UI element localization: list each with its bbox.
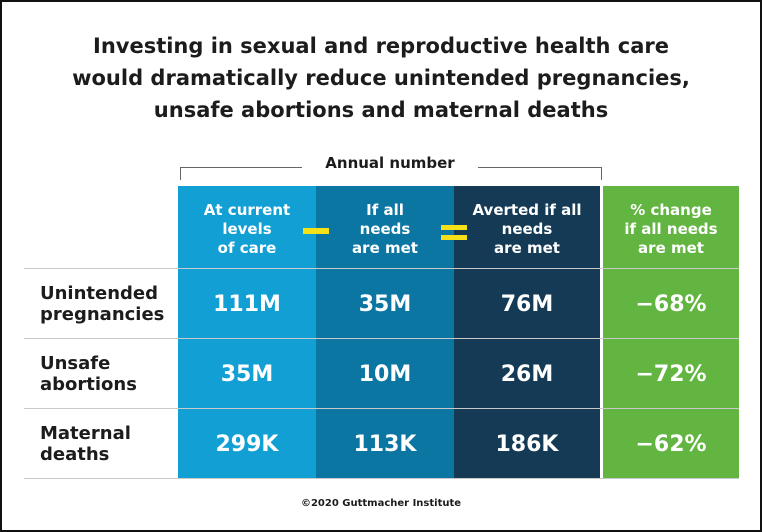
header-line: of care	[217, 238, 277, 257]
data-label: 35M	[220, 362, 274, 387]
header-line: needs	[501, 219, 553, 238]
column-header-all-needs-met: If all needs are met	[316, 196, 454, 262]
row-divider	[24, 408, 739, 409]
column-all-needs-met	[316, 186, 454, 478]
row-label-line: pregnancies	[40, 304, 165, 325]
column-header-averted: Averted if all needs are met	[454, 196, 600, 262]
data-label: 26M	[500, 362, 554, 387]
header-line: are met	[494, 238, 560, 257]
row-label-line: Maternal	[40, 423, 131, 444]
row-label-line: abortions	[40, 374, 137, 395]
row-label-line: deaths	[40, 444, 110, 465]
row-label-unintended-pregnancies: Unintended pregnancies	[40, 283, 180, 325]
row-divider	[24, 338, 739, 339]
header-line: If all	[366, 200, 404, 219]
header-line: are met	[638, 238, 704, 257]
minus-operator-icon	[303, 228, 329, 234]
data-label: 113K	[353, 432, 417, 457]
data-label: 10M	[358, 362, 412, 387]
equals-operator-icon	[441, 225, 467, 230]
data-label: 299K	[215, 432, 279, 457]
header-line: if all needs	[624, 219, 718, 238]
header-line: needs	[359, 219, 411, 238]
data-label: 186K	[495, 432, 559, 457]
row-label-line: Unsafe	[40, 353, 111, 374]
row-divider	[24, 268, 739, 269]
header-line: are met	[352, 238, 418, 257]
copyright-notice: ©2020 Guttmacher Institute	[300, 498, 462, 509]
title-line: Investing in sexual and reproductive hea…	[93, 34, 669, 58]
title-line: unsafe abortions and maternal deaths	[153, 98, 609, 122]
row-label-line: Unintended	[40, 283, 159, 304]
row-label-maternal-deaths: Maternal deaths	[40, 423, 180, 465]
annual-number-label: Annual number	[302, 152, 478, 174]
header-line: % change	[630, 200, 712, 219]
data-label: −62%	[635, 432, 707, 457]
row-label-unsafe-abortions: Unsafe abortions	[40, 353, 180, 395]
column-current-levels	[178, 186, 316, 478]
column-percent-change	[603, 186, 739, 478]
column-header-percent-change: % change if all needs are met	[603, 196, 739, 262]
row-divider	[24, 478, 739, 479]
data-label: 76M	[500, 292, 554, 317]
header-line: At current	[203, 200, 291, 219]
chart-title: Investing in sexual and reproductive hea…	[2, 30, 760, 126]
data-label: 111M	[213, 292, 281, 317]
header-line: levels	[222, 219, 272, 238]
data-label: 35M	[358, 292, 412, 317]
column-averted	[454, 186, 600, 478]
data-label: −68%	[635, 292, 707, 317]
equals-operator-icon	[441, 235, 467, 240]
data-label: −72%	[635, 362, 707, 387]
column-header-current-levels: At current levels of care	[178, 196, 316, 262]
header-line: Averted if all	[472, 200, 582, 219]
title-line: would dramatically reduce unintended pre…	[72, 66, 690, 90]
